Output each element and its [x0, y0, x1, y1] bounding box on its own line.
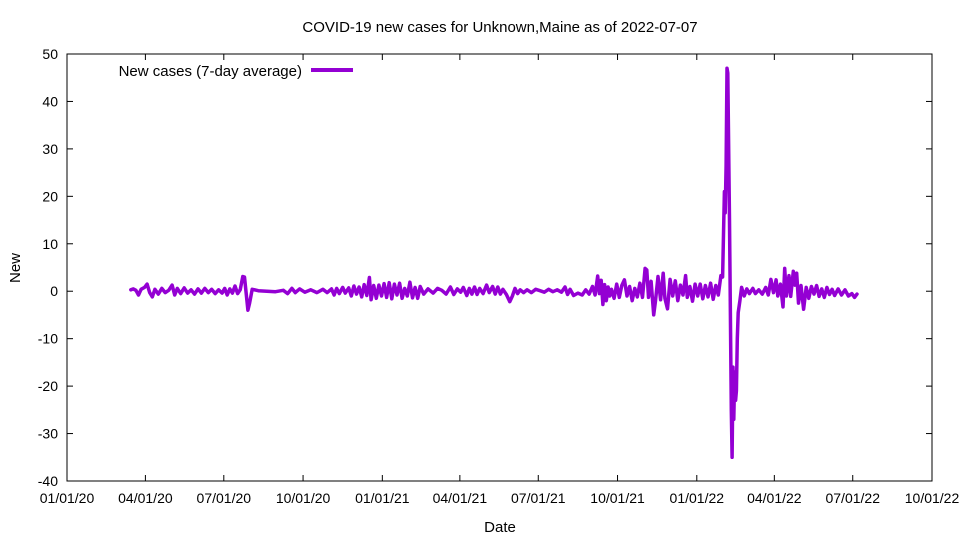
x-tick-label: 10/01/21	[590, 490, 645, 506]
x-axis: 01/01/20 04/01/20 07/01/20 10/01/20 01/01/21…	[40, 54, 960, 506]
x-tick-label: 10/01/22	[905, 490, 960, 506]
chart-title: COVID-19 new cases for Unknown,Maine as …	[302, 19, 697, 36]
y-tick-label: 10	[42, 236, 58, 252]
series-layer	[129, 66, 859, 460]
x-tick-label: 07/01/20	[197, 490, 252, 506]
y-tick-label: -10	[38, 331, 58, 347]
y-tick-label: 50	[42, 46, 58, 62]
x-tick-label: 01/01/20	[40, 490, 95, 506]
y-tick-label: -30	[38, 426, 58, 442]
x-tick-label: 01/01/21	[355, 490, 410, 506]
y-tick-label: 20	[42, 188, 58, 204]
y-tick-label: -20	[38, 378, 58, 394]
y-tick-label: 40	[42, 93, 58, 109]
x-tick-label: 10/01/20	[276, 490, 331, 506]
plot-area-frame	[66, 53, 933, 482]
x-tick-label: 04/01/22	[747, 490, 802, 506]
x-tick-label: 07/01/21	[511, 490, 566, 506]
y-axis-label: New	[7, 253, 24, 283]
legend: New cases (7-day average)	[119, 63, 353, 80]
series-line-0	[129, 66, 859, 460]
y-tick-label: -40	[38, 473, 58, 489]
x-tick-label: 01/01/22	[670, 490, 725, 506]
y-tick-label: 0	[50, 283, 58, 299]
y-axis: -40 -30 -20 -10 0 10 20 30 40 50	[38, 46, 932, 489]
y-tick-label: 30	[42, 141, 58, 157]
x-axis-label: Date	[484, 519, 516, 536]
x-tick-label: 07/01/22	[825, 490, 880, 506]
x-tick-label: 04/01/21	[433, 490, 488, 506]
legend-label: New cases (7-day average)	[119, 63, 302, 80]
x-tick-label: 04/01/20	[118, 490, 173, 506]
